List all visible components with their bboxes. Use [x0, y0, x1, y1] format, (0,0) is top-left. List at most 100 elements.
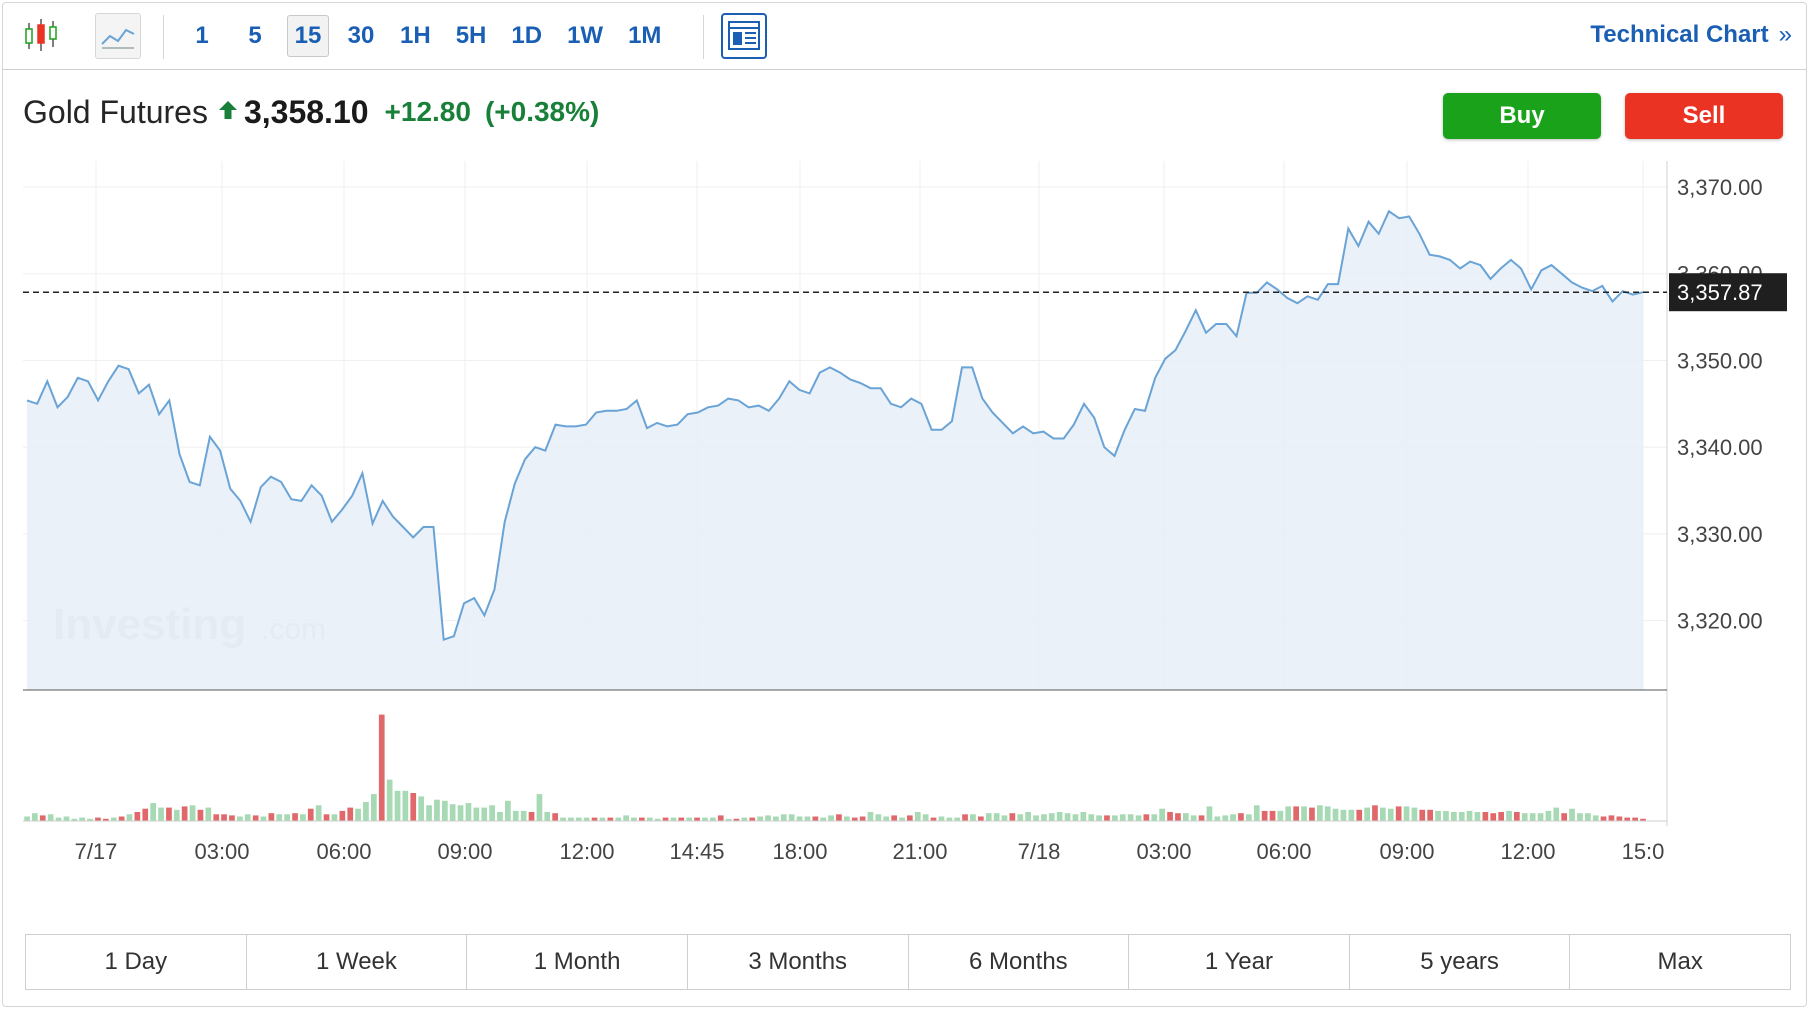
volume-bar: [260, 816, 267, 821]
volume-bar: [1238, 813, 1244, 821]
volume-bar: [1096, 815, 1102, 821]
volume-bar: [694, 817, 700, 821]
volume-bar: [426, 805, 432, 821]
x-axis-tick-label: 21:00: [892, 839, 947, 864]
volume-bar: [899, 817, 905, 821]
interval-1[interactable]: 1: [195, 22, 209, 49]
interval-30[interactable]: 30: [347, 22, 375, 49]
volume-bar: [796, 816, 803, 821]
range-3-months[interactable]: 3 Months: [688, 935, 909, 989]
line-chart-icon[interactable]: [95, 13, 141, 59]
volume-bar: [386, 779, 393, 821]
volume-bar: [110, 817, 117, 821]
double-chevron-right-icon: »: [1778, 21, 1792, 48]
volume-bar: [315, 805, 322, 821]
volume-bar: [1072, 814, 1079, 821]
volume-bar: [378, 714, 385, 821]
x-axis-tick-label: 12:00: [559, 839, 614, 864]
volume-bar: [568, 817, 574, 821]
volume-bar: [749, 817, 756, 821]
volume-bar: [47, 814, 54, 821]
volume-bar: [1364, 807, 1370, 821]
volume-bar: [1009, 813, 1016, 821]
volume-bar: [1230, 814, 1236, 821]
volume-bar: [536, 794, 543, 821]
volume-bar: [71, 818, 78, 821]
volume-bar: [1537, 813, 1544, 821]
price-chart[interactable]: 3,370.003,360.003,350.003,340.003,330.00…: [3, 3, 1803, 923]
volume-bar: [1387, 808, 1394, 821]
volume-bar: [1112, 815, 1118, 821]
volume-bar: [544, 812, 551, 821]
volume-bar: [1135, 815, 1142, 821]
x-axis-tick-label: 18:00: [772, 839, 827, 864]
volume-bar: [1127, 814, 1134, 821]
range-6-months[interactable]: 6 Months: [909, 935, 1130, 989]
interval-1h[interactable]: 1H: [400, 22, 431, 49]
volume-bar: [1048, 813, 1055, 821]
last-price-marker: [1669, 273, 1787, 312]
buy-button[interactable]: Buy: [1443, 93, 1601, 139]
volume-bar: [1324, 806, 1331, 821]
volume-bar: [237, 816, 243, 821]
volume-bar: [1640, 818, 1646, 821]
interval-5h[interactable]: 5H: [455, 22, 487, 49]
interval-1d[interactable]: 1D: [511, 22, 543, 49]
volume-bar: [962, 814, 968, 821]
range-1-month[interactable]: 1 Month: [467, 935, 688, 989]
volume-bar: [434, 799, 440, 821]
toolbar-divider: [163, 15, 164, 59]
volume-bar: [1151, 814, 1158, 821]
interval-5[interactable]: 5: [248, 22, 262, 49]
volume-bar: [654, 818, 661, 821]
volume-bar: [24, 816, 30, 821]
volume-bar: [1600, 816, 1607, 821]
volume-bar: [552, 813, 558, 821]
interval-selector: 1 5 15 30 1H 5H 1D 1W 1M: [181, 15, 679, 59]
volume-bar: [1624, 817, 1631, 821]
volume-bar: [1253, 805, 1260, 821]
sell-button[interactable]: Sell: [1625, 93, 1783, 139]
volume-bar: [1577, 813, 1583, 821]
x-axis-tick-label: 15:0: [1622, 839, 1665, 864]
range-1-day[interactable]: 1 Day: [26, 935, 247, 989]
volume-bar: [1175, 813, 1181, 821]
volume-bar: [1064, 813, 1071, 821]
volume-bar: [576, 817, 582, 821]
volume-bar: [1569, 808, 1575, 821]
volume-bar: [512, 810, 519, 821]
y-axis-tick-label: 3,320.00: [1677, 609, 1763, 634]
range-1-week[interactable]: 1 Week: [247, 935, 468, 989]
volume-bar: [189, 805, 196, 821]
volume-bar: [820, 817, 826, 821]
volume-bar: [1348, 809, 1355, 821]
volume-bar: [812, 816, 819, 821]
volume-bar: [867, 812, 874, 821]
range-5-years[interactable]: 5 years: [1350, 935, 1571, 989]
volume-bar: [1033, 815, 1039, 821]
range-max[interactable]: Max: [1657, 948, 1703, 975]
volume-bar: [363, 802, 369, 821]
interval-15[interactable]: 15: [287, 15, 329, 57]
volume-bar: [213, 814, 220, 821]
x-axis-tick-label: 09:00: [437, 839, 492, 864]
x-axis-tick-label: 03:00: [194, 839, 249, 864]
range-1-year[interactable]: 1 Year: [1129, 935, 1350, 989]
technical-chart-link[interactable]: Technical Chart »: [1590, 21, 1792, 49]
x-axis-tick-label: 06:00: [316, 839, 371, 864]
candlestick-icon[interactable]: [21, 13, 67, 59]
volume-bar: [528, 812, 535, 821]
volume-bar: [1529, 813, 1536, 821]
interval-1w[interactable]: 1W: [567, 22, 604, 49]
time-range-selector: 1 Day 1 Week 1 Month 3 Months 6 Months 1 Year…: [25, 934, 1791, 990]
volume-bar: [32, 813, 38, 821]
layout-icon[interactable]: [721, 13, 767, 59]
volume-bar: [985, 813, 992, 821]
volume-bar: [1443, 810, 1449, 821]
x-axis-tick-label: 12:00: [1500, 839, 1555, 864]
interval-1m[interactable]: 1M: [628, 22, 662, 49]
volume-bar: [1167, 812, 1173, 821]
volume-bar: [1521, 813, 1528, 821]
x-axis-tick-label: 03:00: [1136, 839, 1191, 864]
price-change-percent: (+0.38%): [484, 96, 600, 127]
